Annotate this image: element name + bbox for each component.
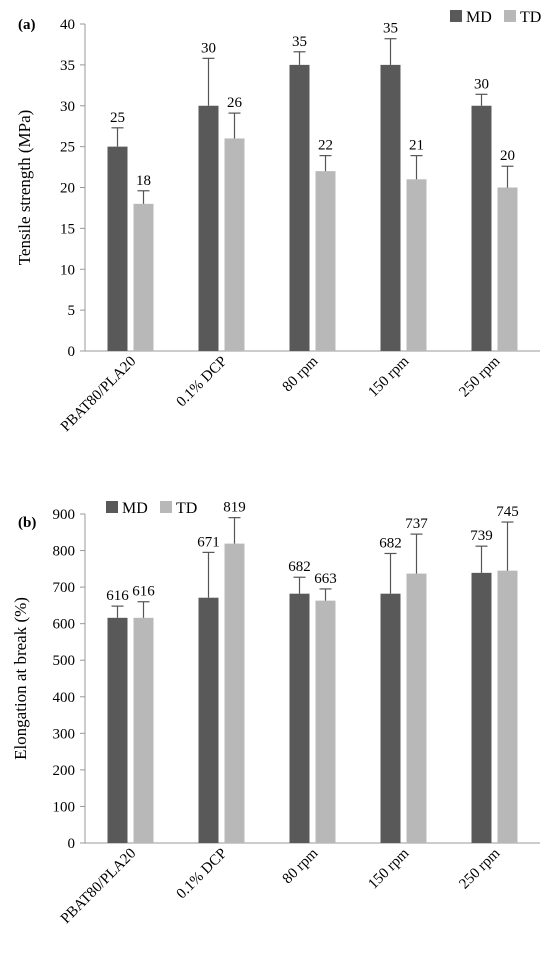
panel-a-y-tick-label: 30: [60, 99, 75, 115]
panel-a-bar-md: [380, 64, 401, 351]
panel-a-bar-md: [107, 146, 128, 351]
panel-a-data-label: 35: [292, 34, 307, 50]
panel-b-y-axis-title: Elongation at break (%): [11, 597, 30, 760]
panel-a-category-label: 0.1% DCP: [174, 354, 231, 411]
panel-a-bar-md: [198, 105, 219, 351]
panel-a-legend-swatch-td: [504, 10, 516, 22]
panel-a-bar-td: [315, 171, 336, 351]
panel-b-bar-md: [380, 593, 401, 843]
panel-a-bar-td: [133, 203, 154, 351]
panel-b-data-label: 616: [106, 588, 129, 604]
panel-a-bar-td: [224, 138, 245, 351]
panel-b-y-tick-label: 200: [53, 763, 76, 779]
panel-b-y-tick-label: 600: [53, 617, 76, 633]
panel-b-legend-label-td: TD: [176, 500, 197, 517]
panel-b-y-tick-label: 100: [53, 799, 76, 815]
panel-a-y-tick-label: 20: [60, 181, 75, 197]
panel-b-data-label: 663: [314, 571, 337, 587]
panel-b-category-label: 0.1% DCP: [174, 846, 231, 903]
panel-a-legend-label-td: TD: [520, 9, 541, 26]
panel-a-y-tick-label: 15: [60, 221, 75, 237]
panel-b-y-tick-label: 500: [53, 653, 76, 669]
panel-a-data-label: 30: [474, 76, 489, 92]
panel-b-legend-swatch-md: [106, 501, 118, 513]
panel-a-y-tick-label: 25: [60, 140, 75, 156]
panel-b-data-label: 682: [379, 535, 402, 551]
panel-b-y-tick-label: 0: [68, 836, 76, 852]
panel-b-data-label: 682: [288, 559, 311, 575]
panel-a-data-label: 21: [409, 138, 424, 154]
panel-a-legend-swatch-md: [450, 10, 462, 22]
panel-b-bar-td: [315, 600, 336, 843]
panel-a-category-label: 80 rpm: [280, 353, 322, 395]
panel-b-bar-md: [289, 593, 310, 843]
panel-a-bar-md: [289, 64, 310, 351]
panel-b-bar-td: [224, 543, 245, 843]
panel-b-data-label: 819: [223, 500, 246, 516]
panel-a-data-label: 18: [136, 173, 151, 189]
panel-a-y-tick-label: 0: [68, 344, 76, 360]
panel-a-bar-td: [497, 187, 518, 351]
panel-a-y-tick-label: 35: [60, 58, 75, 74]
panel-b-data-label: 739: [470, 528, 493, 544]
panel-b-bar-md: [198, 597, 219, 843]
panel-b-legend-swatch-td: [160, 501, 172, 513]
panel-b-legend-label-md: MD: [122, 500, 148, 517]
panel-b-category-label: PBAT80/PLA20: [58, 846, 139, 927]
panel-b-y-tick-label: 800: [53, 544, 76, 560]
panel-b-y-tick-label: 900: [53, 507, 76, 523]
panel-b-bar-td: [133, 617, 154, 843]
panel-b-data-label: 671: [197, 534, 220, 550]
panel-b-bar-md: [471, 572, 492, 843]
panel-a-data-label: 25: [110, 110, 125, 126]
panel-a-bar-td: [406, 179, 427, 351]
panel-a-category-label: 150 rpm: [365, 353, 412, 400]
panel-a-category-label: 250 rpm: [456, 353, 503, 400]
panel-a-label: (a): [18, 17, 36, 33]
panel-a-data-label: 30: [201, 40, 216, 56]
panel-b-bar-md: [107, 617, 128, 843]
panel-b-label: (b): [18, 515, 36, 531]
panel-b-category-label: 80 rpm: [280, 845, 322, 887]
panel-b-bar-td: [406, 573, 427, 843]
panel-a-legend-label-md: MD: [466, 9, 492, 26]
panel-a-y-tick-label: 40: [60, 17, 75, 33]
panel-b-bar-td: [497, 570, 518, 843]
panel-a-data-label: 20: [500, 148, 515, 164]
panel-b-data-label: 616: [132, 584, 155, 600]
panel-a-category-label: PBAT80/PLA20: [58, 354, 139, 435]
panel-b-y-tick-label: 700: [53, 580, 76, 596]
panel-a-bar-md: [471, 105, 492, 351]
panel-a-y-tick-label: 5: [68, 303, 76, 319]
panel-a-y-tick-label: 10: [60, 262, 75, 278]
panel-a-data-label: 35: [383, 21, 398, 37]
panel-b-y-tick-label: 300: [53, 726, 76, 742]
panel-a-y-axis-title: Tensile strength (MPa): [15, 110, 34, 266]
panel-b-data-label: 737: [405, 516, 428, 532]
panel-b-category-label: 150 rpm: [365, 845, 412, 892]
panel-a-data-label: 22: [318, 138, 333, 154]
panel-b-category-label: 250 rpm: [456, 845, 503, 892]
panel-b-data-label: 745: [496, 504, 519, 520]
panel-b-y-tick-label: 400: [53, 690, 76, 706]
panel-a-data-label: 26: [227, 95, 243, 111]
